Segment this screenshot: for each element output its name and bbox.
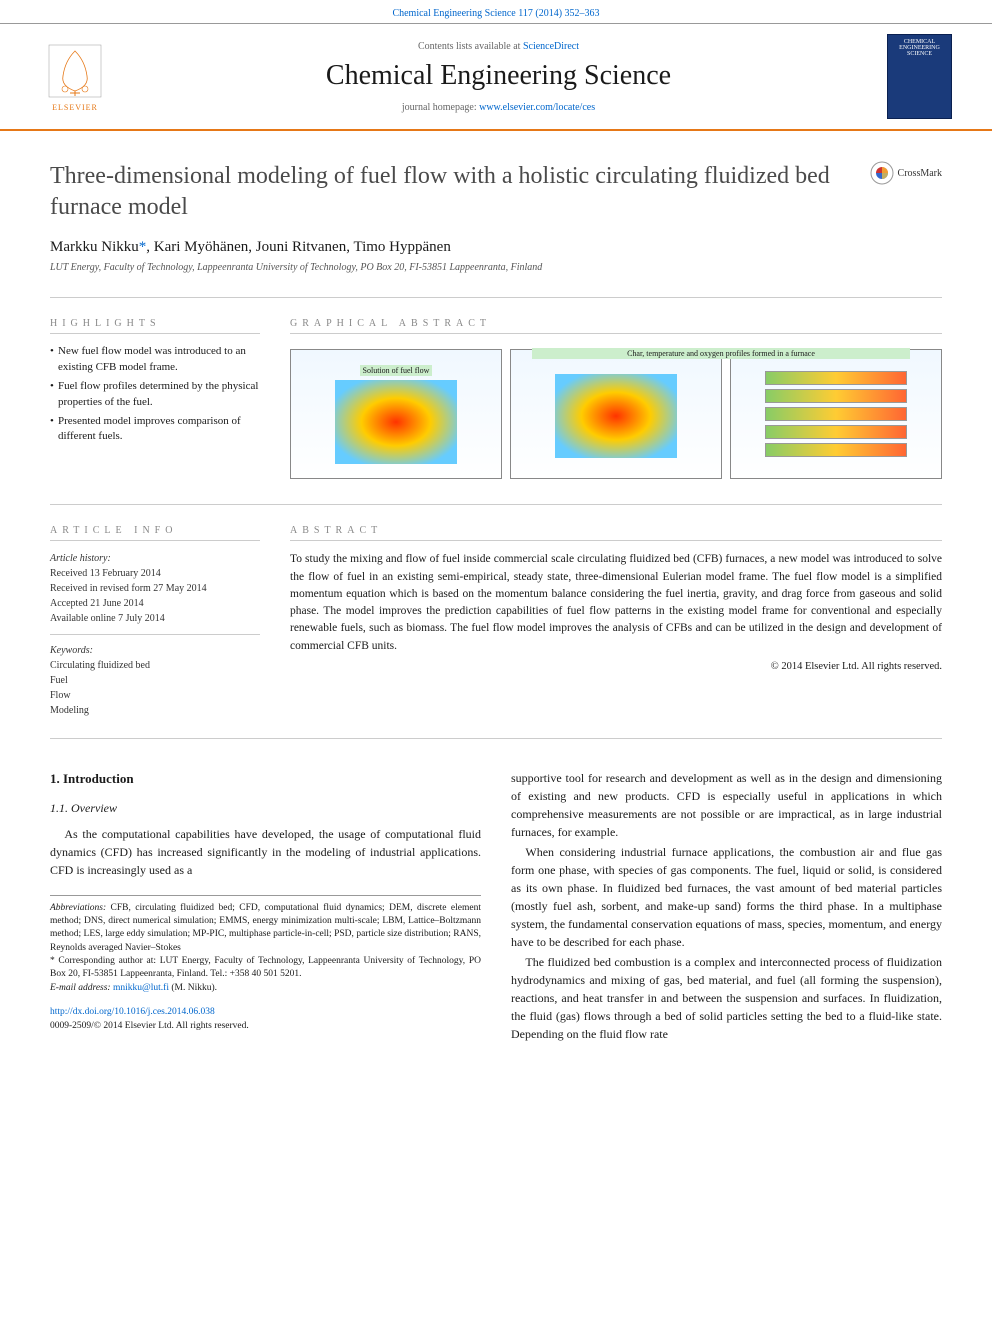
article-title: Three-dimensional modeling of fuel flow … <box>50 161 870 223</box>
keyword: Fuel <box>50 673 260 688</box>
doi-block: http://dx.doi.org/10.1016/j.ces.2014.06.… <box>50 1005 481 1034</box>
ga-stack-item <box>765 407 906 421</box>
subsection-heading: 1.1. Overview <box>50 799 481 817</box>
email-label: E-mail address: <box>50 983 113 993</box>
elsevier-tree-icon <box>45 41 105 101</box>
ga-panel-left: Solution of fuel flow <box>290 349 502 479</box>
header-center: Contents lists available at ScienceDirec… <box>110 41 887 113</box>
abbreviations: Abbreviations: CFB, circulating fluidize… <box>50 902 481 955</box>
graphical-abstract-col: GRAPHICAL ABSTRACT Solution of fuel flow… <box>290 318 942 484</box>
elsevier-text: ELSEVIER <box>52 103 98 112</box>
homepage-prefix: journal homepage: <box>402 102 479 113</box>
keyword: Flow <box>50 688 260 703</box>
homepage-link[interactable]: www.elsevier.com/locate/ces <box>479 102 595 113</box>
highlight-item: New fuel flow model was introduced to an… <box>50 344 260 375</box>
body-section: 1. Introduction 1.1. Overview As the com… <box>50 769 942 1043</box>
abstract-col: ABSTRACT To study the mixing and flow of… <box>290 525 942 718</box>
email-link[interactable]: mnikku@lut.fi <box>113 983 169 993</box>
article-info-block: Article history: Received 13 February 20… <box>50 551 260 718</box>
footnotes: Abbreviations: CFB, circulating fluidize… <box>50 895 481 995</box>
article-info-label: ARTICLE INFO <box>50 525 260 541</box>
doi-link[interactable]: http://dx.doi.org/10.1016/j.ces.2014.06.… <box>50 1007 215 1017</box>
contents-prefix: Contents lists available at <box>418 41 523 52</box>
body-paragraph: supportive tool for research and develop… <box>511 769 942 841</box>
issn-line: 0009-2509/© 2014 Elsevier Ltd. All right… <box>50 1021 249 1031</box>
body-paragraph: The fluidized bed combustion is a comple… <box>511 953 942 1043</box>
highlights-list: New fuel flow model was introduced to an… <box>50 344 260 444</box>
article-history-label: Article history: <box>50 551 260 566</box>
info-divider <box>50 634 260 635</box>
keywords-label: Keywords: <box>50 643 260 658</box>
contents-line: Contents lists available at ScienceDirec… <box>110 41 887 52</box>
ga-caption-right: Char, temperature and oxygen profiles fo… <box>532 348 910 359</box>
abbrev-text: CFB, circulating fluidized bed; CFD, com… <box>50 903 481 953</box>
history-item: Received 13 February 2014 <box>50 566 260 581</box>
highlights-ga-row: HIGHLIGHTS New fuel flow model was intro… <box>50 318 942 484</box>
keyword: Modeling <box>50 703 260 718</box>
header-band: ELSEVIER Contents lists available at Sci… <box>0 23 992 131</box>
body-paragraph: As the computational capabilities have d… <box>50 825 481 879</box>
history-item: Accepted 21 June 2014 <box>50 596 260 611</box>
graphical-abstract-image: Solution of fuel flow Char, temperature … <box>290 344 942 484</box>
corresponding-author: * Corresponding author at: LUT Energy, F… <box>50 955 481 982</box>
body-columns: 1. Introduction 1.1. Overview As the com… <box>50 769 942 1043</box>
crossmark-badge[interactable]: CrossMark <box>870 161 942 185</box>
ga-caption-left: Solution of fuel flow <box>360 365 433 376</box>
homepage-line: journal homepage: www.elsevier.com/locat… <box>110 102 887 113</box>
highlight-item: Fuel flow profiles determined by the phy… <box>50 379 260 410</box>
copyright: © 2014 Elsevier Ltd. All rights reserved… <box>290 661 942 672</box>
main-content: Three-dimensional modeling of fuel flow … <box>0 131 992 1063</box>
history-item: Available online 7 July 2014 <box>50 611 260 626</box>
abbrev-label: Abbreviations: <box>50 903 106 913</box>
ga-stack-item <box>765 425 906 439</box>
abstract-text: To study the mixing and flow of fuel ins… <box>290 551 942 655</box>
affiliation: LUT Energy, Faculty of Technology, Lappe… <box>50 262 942 273</box>
ga-heat-left <box>335 380 456 464</box>
journal-ref-top: Chemical Engineering Science 117 (2014) … <box>0 0 992 23</box>
separator <box>50 738 942 739</box>
ga-stack-item <box>765 371 906 385</box>
cover-text: CHEMICAL ENGINEERING SCIENCE <box>890 39 949 57</box>
ga-stack-item <box>765 389 906 403</box>
authors-rest: , Kari Myöhänen, Jouni Ritvanen, Timo Hy… <box>146 239 451 255</box>
body-paragraph: When considering industrial furnace appl… <box>511 843 942 951</box>
ga-panel-mid: Char, temperature and oxygen profiles fo… <box>510 349 722 479</box>
section-heading: 1. Introduction <box>50 769 481 789</box>
journal-cover: CHEMICAL ENGINEERING SCIENCE <box>887 34 952 119</box>
crossmark-icon <box>870 161 894 185</box>
journal-name: Chemical Engineering Science <box>110 60 887 92</box>
sciencedirect-link[interactable]: ScienceDirect <box>523 41 579 52</box>
abstract-label: ABSTRACT <box>290 525 942 541</box>
separator <box>50 504 942 505</box>
graphical-abstract-label: GRAPHICAL ABSTRACT <box>290 318 942 334</box>
email-suffix: (M. Nikku). <box>169 983 217 993</box>
ga-panel-right <box>730 349 942 479</box>
title-row: Three-dimensional modeling of fuel flow … <box>50 161 942 223</box>
highlights-label: HIGHLIGHTS <box>50 318 260 334</box>
highlight-item: Presented model improves comparison of d… <box>50 414 260 445</box>
email-line: E-mail address: mnikku@lut.fi (M. Nikku)… <box>50 982 481 995</box>
crossmark-label: CrossMark <box>898 168 942 179</box>
ga-heat-mid <box>555 374 676 458</box>
separator <box>50 297 942 298</box>
article-info-col: ARTICLE INFO Article history: Received 1… <box>50 525 260 718</box>
history-item: Received in revised form 27 May 2014 <box>50 581 260 596</box>
ga-stack-item <box>765 443 906 457</box>
author-1: Markku Nikku <box>50 239 139 255</box>
highlights-col: HIGHLIGHTS New fuel flow model was intro… <box>50 318 260 484</box>
authors: Markku Nikku*, Kari Myöhänen, Jouni Ritv… <box>50 239 942 256</box>
info-abstract-row: ARTICLE INFO Article history: Received 1… <box>50 525 942 718</box>
elsevier-logo: ELSEVIER <box>40 37 110 117</box>
keyword: Circulating fluidized bed <box>50 658 260 673</box>
